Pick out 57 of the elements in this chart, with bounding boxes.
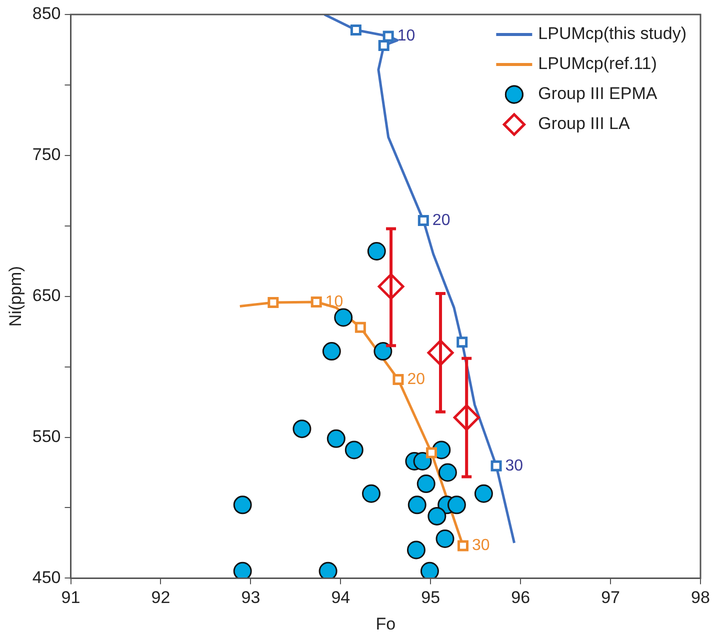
- y-axis-title: Ni(ppm): [6, 266, 25, 327]
- point: [268, 297, 279, 308]
- point: [378, 40, 390, 51]
- point: [310, 296, 322, 308]
- point: [490, 460, 502, 472]
- point: [292, 420, 312, 438]
- point: [362, 484, 380, 503]
- point: [318, 562, 338, 578]
- y-tick-label: 850: [32, 4, 61, 24]
- point: [418, 215, 429, 226]
- legend-label: Group III LA: [538, 114, 630, 134]
- legend-label: LPUMcp(ref.11): [538, 54, 657, 74]
- point: [322, 342, 341, 361]
- point: [367, 242, 386, 261]
- point: [374, 342, 392, 361]
- point: [233, 562, 252, 578]
- annotation: 10: [397, 28, 416, 45]
- point: [438, 463, 457, 482]
- y-tick-label: 450: [32, 568, 61, 587]
- point: [334, 308, 353, 327]
- point: [458, 540, 468, 552]
- x-axis-title: Fo: [376, 614, 396, 634]
- point: [392, 374, 404, 385]
- point: [436, 529, 454, 548]
- point: [416, 474, 436, 494]
- point: [406, 540, 426, 560]
- point: [447, 496, 466, 514]
- y-tick-label: 550: [32, 426, 61, 446]
- y-tick-label: 650: [32, 286, 61, 306]
- point: [354, 322, 366, 333]
- x-tick-label: 96: [511, 588, 530, 608]
- x-tick-label: 92: [151, 588, 170, 608]
- annotation: 20: [432, 212, 450, 229]
- point: [413, 452, 432, 470]
- point: [382, 30, 394, 42]
- legend-label: Group III EPMA: [538, 84, 658, 104]
- x-tick-label: 95: [421, 588, 440, 608]
- x-tick-label: 97: [601, 588, 620, 608]
- point: [344, 440, 364, 460]
- legend-label: LPUMcp(this study): [538, 24, 687, 44]
- point: [408, 496, 426, 514]
- point: [426, 447, 438, 458]
- point: [350, 24, 362, 36]
- point: [456, 336, 468, 348]
- annotation: 20: [407, 370, 426, 388]
- x-tick-label: 98: [691, 588, 710, 608]
- annotation: 30: [505, 457, 524, 474]
- point: [428, 506, 446, 526]
- point: [474, 484, 493, 503]
- point: [233, 496, 252, 514]
- point: [326, 429, 346, 448]
- x-tick-label: 91: [61, 588, 80, 608]
- x-tick-label: 94: [331, 588, 350, 608]
- point: [420, 562, 439, 578]
- y-tick-label: 750: [32, 145, 61, 164]
- annotation: 30: [472, 537, 490, 554]
- x-tick-label: 93: [241, 588, 260, 608]
